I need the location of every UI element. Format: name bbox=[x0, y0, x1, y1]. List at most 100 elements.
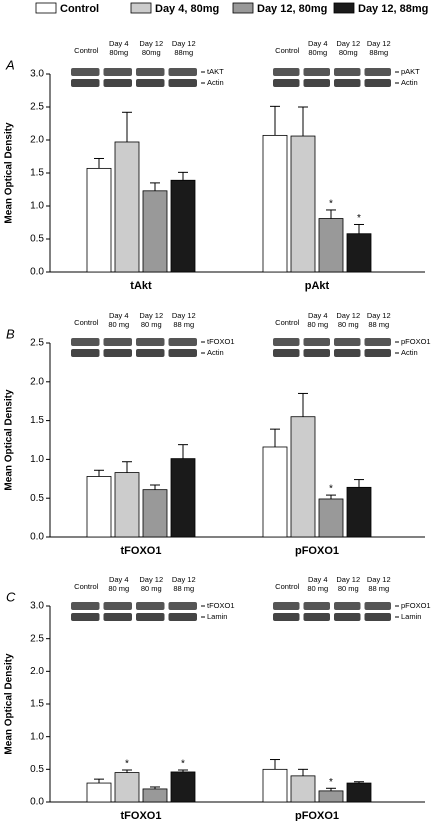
blot-band bbox=[334, 79, 361, 87]
blot-band bbox=[136, 68, 165, 76]
legend-label: Day 4, 80mg bbox=[155, 3, 219, 15]
blot-band bbox=[71, 349, 100, 357]
y-tick-label: 0.0 bbox=[30, 267, 44, 278]
blot-band bbox=[103, 68, 132, 76]
blot-band bbox=[168, 338, 197, 346]
lane-label: 80mg bbox=[339, 48, 358, 57]
protein-label: Actin bbox=[207, 78, 224, 87]
lane-label: Day 12 bbox=[172, 39, 196, 48]
bar bbox=[114, 141, 140, 273]
legend-label: Day 12, 88mg bbox=[358, 3, 428, 15]
significance: * bbox=[357, 213, 361, 224]
panel-letter: B bbox=[6, 326, 15, 341]
lane-label: 80mg bbox=[109, 48, 128, 57]
y-tick-label: 1.0 bbox=[30, 201, 44, 212]
y-tick-label: 3.0 bbox=[30, 601, 44, 612]
lane-label: 88 mg bbox=[173, 320, 194, 329]
legend-swatch bbox=[333, 2, 355, 14]
y-tick-label: 2.5 bbox=[30, 338, 44, 349]
x-tick-label: tAkt bbox=[130, 280, 152, 292]
blot-band bbox=[364, 602, 391, 610]
blot-band bbox=[136, 613, 165, 621]
blot-band bbox=[136, 79, 165, 87]
lane-label: 88 mg bbox=[173, 584, 194, 593]
y-tick-label: 0.0 bbox=[30, 797, 44, 808]
lane-label: 80mg bbox=[308, 48, 327, 57]
lane-label: Day 4 bbox=[109, 575, 129, 584]
y-tick-label: 2.0 bbox=[30, 376, 44, 387]
blot-band bbox=[364, 338, 391, 346]
legend-label: Control bbox=[60, 3, 99, 15]
blot-band bbox=[71, 613, 100, 621]
panel-letter: C bbox=[6, 589, 16, 604]
y-axis-title: Mean Optical Density bbox=[4, 122, 15, 224]
y-tick-label: 0.0 bbox=[30, 532, 44, 543]
bar bbox=[170, 771, 196, 803]
y-axis-title: Mean Optical Density bbox=[4, 653, 15, 755]
bar bbox=[86, 167, 112, 273]
blot-band bbox=[168, 68, 197, 76]
panel-letter: A bbox=[5, 57, 15, 72]
x-tick-label: pAkt bbox=[305, 280, 330, 292]
lane-label: Day 12 bbox=[336, 575, 360, 584]
lane-label: Day 4 bbox=[109, 39, 129, 48]
blot-band bbox=[71, 338, 100, 346]
bar bbox=[170, 179, 196, 273]
lane-label: 80 mg bbox=[307, 320, 328, 329]
blot-band bbox=[71, 79, 100, 87]
lane-label: Day 12 bbox=[139, 311, 163, 320]
lane-label: 80mg bbox=[142, 48, 161, 57]
y-tick-label: 0.5 bbox=[30, 764, 44, 775]
significance: * bbox=[125, 759, 129, 770]
bar bbox=[114, 472, 140, 538]
bar bbox=[170, 458, 196, 538]
protein-label: Actin bbox=[401, 348, 418, 357]
blot-band bbox=[303, 68, 330, 76]
x-tick-label: pFOXO1 bbox=[295, 545, 339, 557]
legend-swatch bbox=[232, 2, 254, 14]
blot-band bbox=[364, 79, 391, 87]
lane-label: 88 mg bbox=[368, 584, 389, 593]
y-tick-label: 1.5 bbox=[30, 699, 44, 710]
blot-band bbox=[334, 338, 361, 346]
blot-band bbox=[103, 602, 132, 610]
y-tick-label: 1.0 bbox=[30, 454, 44, 465]
lane-label: Control bbox=[275, 46, 300, 55]
bar bbox=[142, 190, 168, 273]
protein-label: tFOXO1 bbox=[207, 337, 235, 346]
blot-band bbox=[334, 602, 361, 610]
blot-band bbox=[103, 338, 132, 346]
blot-band bbox=[168, 79, 197, 87]
lane-label: 88mg bbox=[174, 48, 193, 57]
blot-band bbox=[303, 613, 330, 621]
blot-band bbox=[364, 349, 391, 357]
bar bbox=[290, 416, 316, 538]
bar bbox=[142, 489, 168, 538]
blot-band bbox=[136, 338, 165, 346]
bar bbox=[142, 788, 168, 803]
lane-label: Day 12 bbox=[139, 575, 163, 584]
lane-label: Control bbox=[275, 318, 300, 327]
x-tick-label: tFOXO1 bbox=[121, 810, 162, 821]
y-tick-label: 1.0 bbox=[30, 731, 44, 742]
y-tick-label: 1.5 bbox=[30, 415, 44, 426]
y-tick-label: 2.5 bbox=[30, 102, 44, 113]
y-axis-title: Mean Optical Density bbox=[4, 389, 15, 491]
legend-swatch bbox=[35, 2, 57, 14]
significance: * bbox=[329, 777, 333, 788]
lane-label: 88 mg bbox=[368, 320, 389, 329]
lane-label: 80 mg bbox=[307, 584, 328, 593]
blot-band bbox=[103, 613, 132, 621]
bar bbox=[318, 218, 344, 273]
y-tick-label: 2.5 bbox=[30, 633, 44, 644]
blot-band bbox=[71, 602, 100, 610]
lane-label: Day 12 bbox=[336, 39, 360, 48]
blot-band bbox=[103, 349, 132, 357]
y-tick-label: 2.0 bbox=[30, 666, 44, 677]
lane-label: Control bbox=[275, 582, 300, 591]
bar bbox=[86, 476, 112, 538]
blot-band bbox=[168, 613, 197, 621]
blot-band bbox=[103, 79, 132, 87]
lane-label: 88mg bbox=[369, 48, 388, 57]
